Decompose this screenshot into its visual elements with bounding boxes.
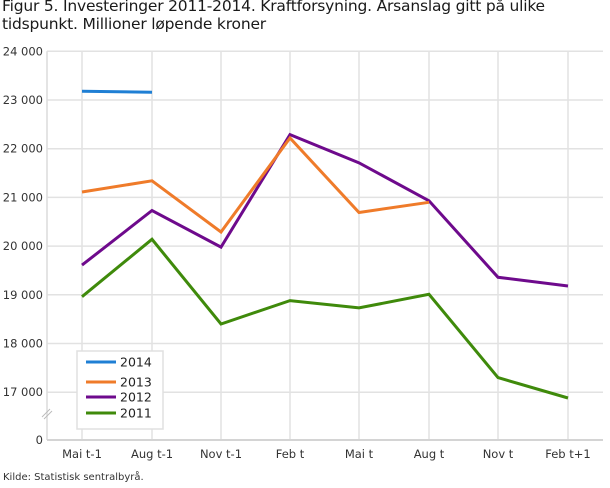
data-series [81, 89, 569, 400]
x-tick-label: Aug t-1 [131, 447, 173, 461]
legend-label: 2014 [120, 355, 152, 370]
x-axis-ticks: Mai t-1 Aug t-1 Nov t-1 Feb t Mai t Aug t Nov … [62, 447, 591, 461]
y-tick-label: 17 000 [3, 385, 43, 399]
axes [41, 51, 603, 441]
legend-item-2013: 2013 [86, 375, 152, 390]
x-tick-label: Mai t-1 [62, 447, 102, 461]
y-tick-label: 0 [36, 433, 43, 447]
y-axis-ticks: 0 17 000 18 000 19 000 20 000 21 000 22 000 23 … [3, 44, 43, 447]
x-tick-label: Nov t-1 [200, 447, 242, 461]
x-tick-label: Aug t [414, 447, 445, 461]
series-line-2014 [81, 89, 153, 94]
chart-title: Figur 5. Investeringer 2011-2014. Kraftf… [2, 0, 545, 33]
legend-item-2012: 2012 [86, 390, 152, 405]
y-tick-label: 24 000 [3, 44, 43, 58]
axis-break-icon [41, 408, 53, 420]
y-tick-label: 19 000 [3, 288, 43, 302]
legend-box [76, 350, 164, 430]
x-tick-label: Nov t [483, 447, 514, 461]
series-line-2013 [81, 135, 430, 235]
x-tick-label: Mai t [345, 447, 374, 461]
series-line-2011 [81, 237, 569, 400]
source-note: Kilde: Statistisk sentralbyrå. [3, 472, 144, 483]
x-tick-label: Feb t+1 [545, 447, 590, 461]
series-line-2012 [81, 132, 569, 288]
y-tick-label: 21 000 [3, 190, 43, 204]
y-tick-label: 20 000 [3, 239, 43, 253]
legend-label: 2012 [120, 390, 152, 405]
y-tick-label: 18 000 [3, 337, 43, 351]
legend-label: 2013 [120, 375, 152, 390]
y-tick-label: 23 000 [3, 93, 43, 107]
y-tick-label: 22 000 [3, 142, 43, 156]
x-tick-label: Feb t [276, 447, 305, 461]
legend-label: 2011 [120, 406, 152, 421]
legend-item-2011: 2011 [86, 406, 152, 421]
legend-item-2014: 2014 [86, 355, 152, 370]
